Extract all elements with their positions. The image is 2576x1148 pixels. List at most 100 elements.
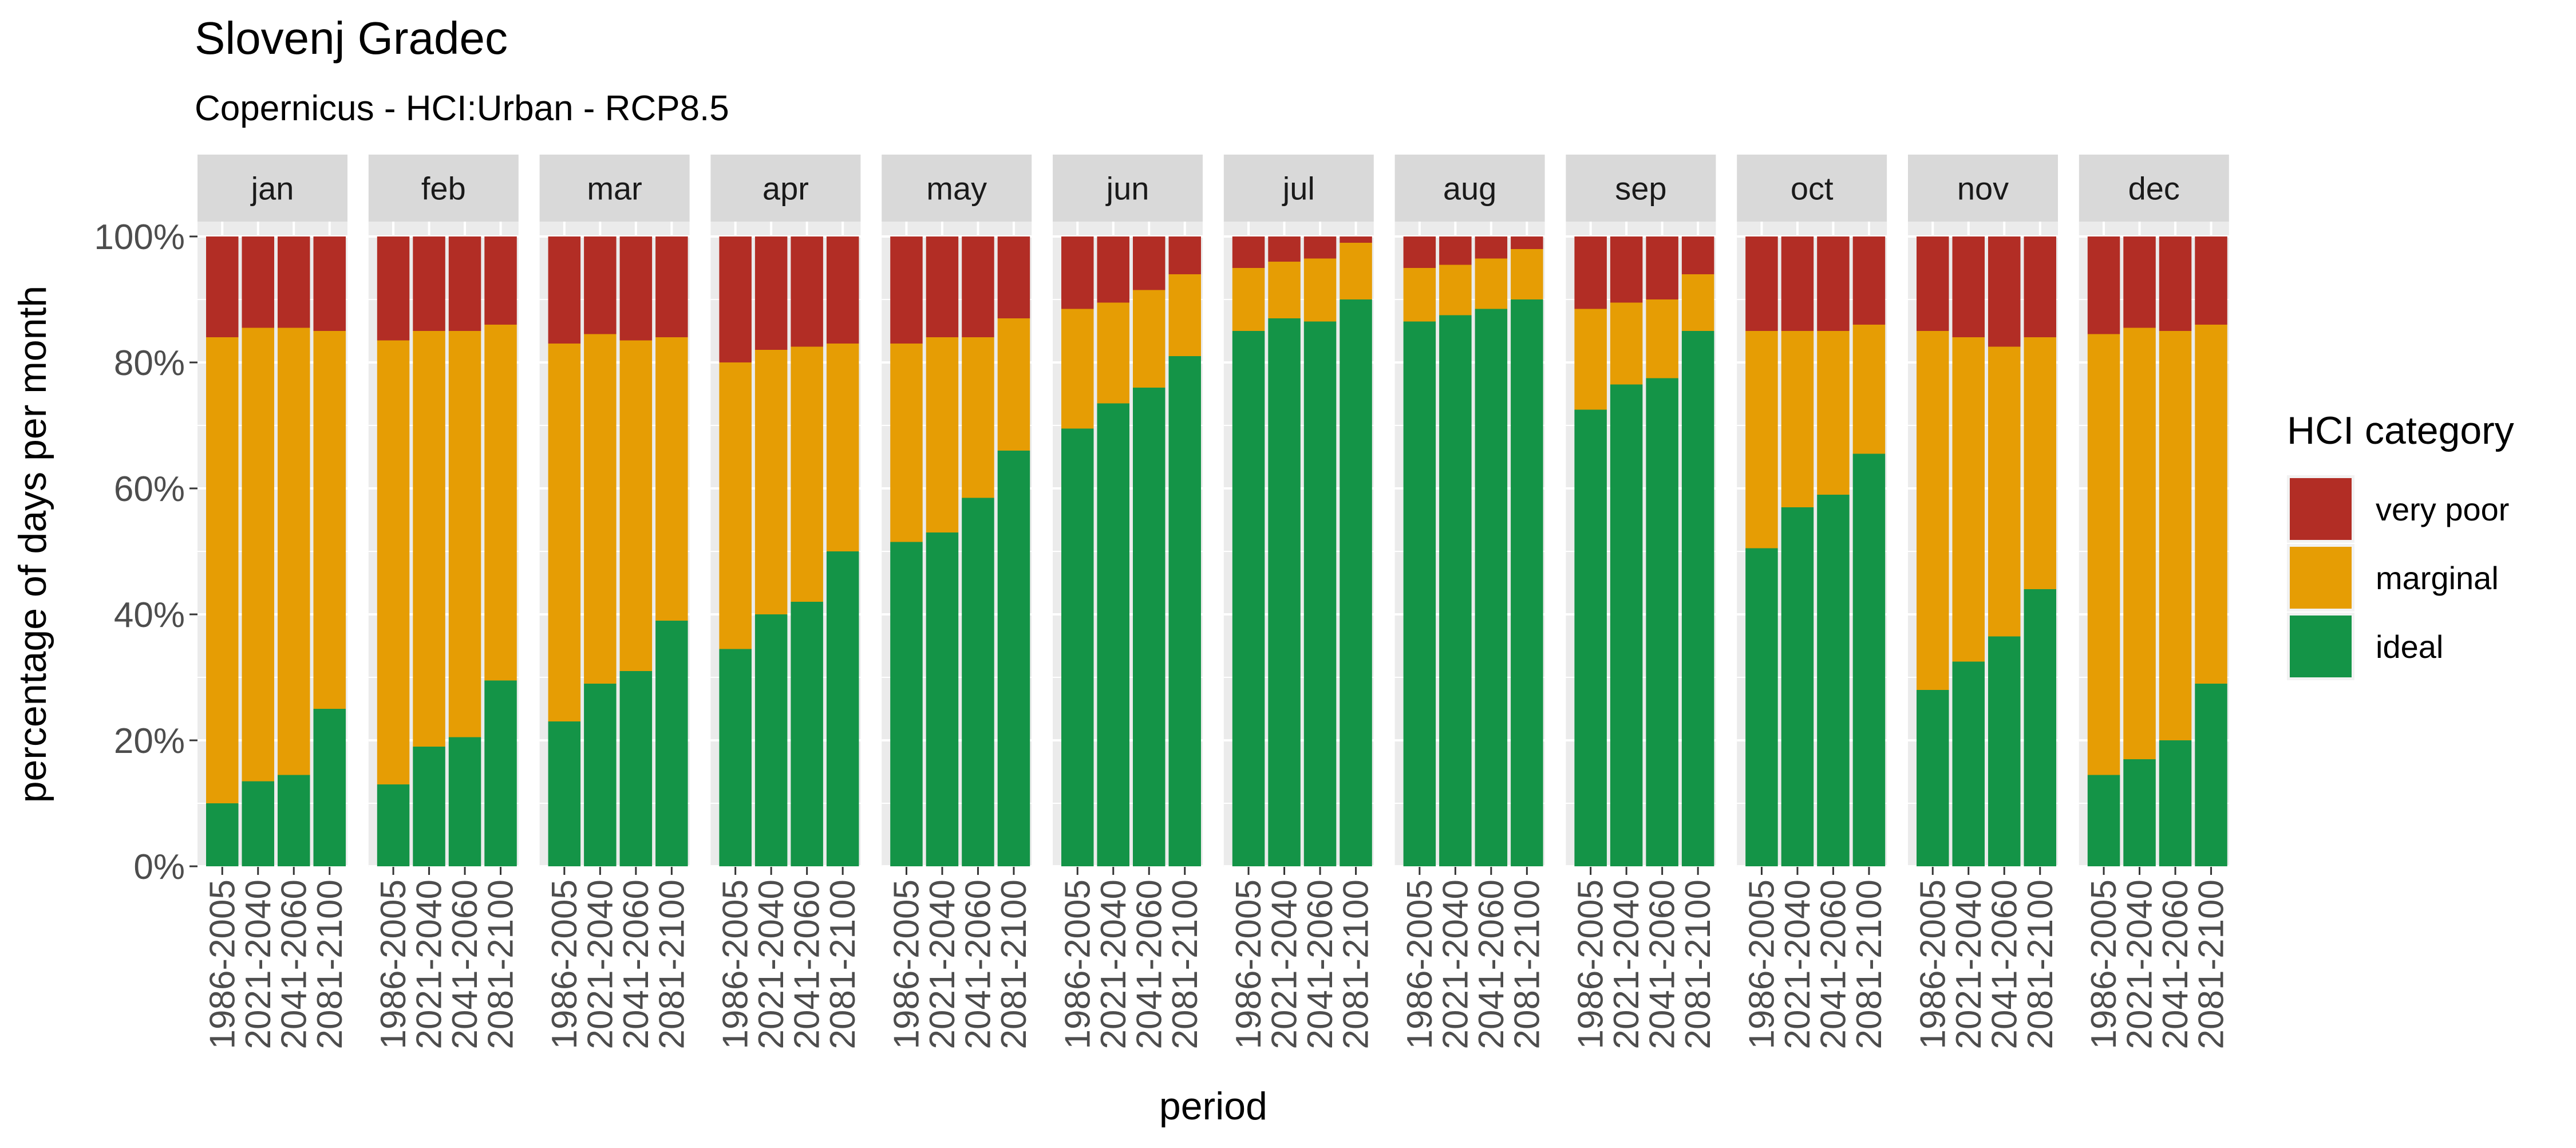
bar-marginal — [1917, 331, 1949, 690]
bar-ideal — [826, 551, 859, 866]
x-tick-label: 1986-2005 — [1742, 879, 1781, 1050]
bar-very-poor — [1097, 236, 1129, 303]
bar-ideal — [1681, 331, 1714, 866]
facet-strip-label: oct — [1791, 171, 1834, 207]
bar-marginal — [1232, 268, 1265, 331]
bar-very-poor — [1168, 236, 1201, 274]
bar-ideal — [1745, 548, 1778, 866]
bar-ideal — [1268, 318, 1301, 866]
bar-marginal — [1646, 299, 1678, 378]
bar-marginal — [1439, 265, 1472, 315]
bar-ideal — [1133, 388, 1165, 866]
bar-marginal — [926, 337, 959, 532]
y-tick-label: 0% — [133, 847, 185, 887]
bar-marginal — [584, 334, 617, 684]
x-tick-label: 1986-2005 — [1058, 879, 1097, 1050]
bar-very-poor — [1574, 236, 1607, 309]
bar-marginal — [1681, 274, 1714, 331]
bar-very-poor — [548, 236, 581, 344]
facet-strip-label: jun — [1105, 171, 1149, 207]
bar-marginal — [1988, 346, 2021, 637]
bar-ideal — [997, 451, 1030, 866]
chart-title: Slovenj Gradec — [195, 13, 508, 64]
legend: HCI category very poor marginal ideal — [2287, 409, 2514, 680]
x-tick-label: 2081-2100 — [2192, 879, 2231, 1050]
bar-ideal — [1439, 315, 1472, 866]
bar-ideal — [754, 614, 788, 866]
y-tick-label: 20% — [114, 721, 185, 761]
bar-very-poor — [791, 236, 823, 347]
x-tick-label: 2081-2100 — [481, 879, 521, 1050]
bar-very-poor — [1610, 236, 1643, 303]
facet-strip-label: apr — [762, 171, 809, 207]
bar-ideal — [278, 775, 310, 866]
x-tick-label: 1986-2005 — [887, 879, 926, 1050]
bar-very-poor — [997, 236, 1030, 318]
legend-title: HCI category — [2287, 409, 2514, 452]
bar-marginal — [791, 346, 823, 602]
bar-ideal — [1574, 409, 1607, 866]
x-tick-label: 1986-2005 — [1229, 879, 1269, 1050]
y-tick-label: 100% — [94, 218, 185, 257]
x-tick-label: 2081-2100 — [2021, 879, 2060, 1050]
bar-ideal — [1061, 428, 1094, 866]
bar-very-poor — [1646, 236, 1678, 299]
bar-marginal — [1168, 274, 1201, 356]
x-tick-label: 2041-2060 — [2156, 879, 2195, 1050]
bar-very-poor — [962, 236, 994, 337]
legend-label: ideal — [2376, 629, 2443, 665]
bar-ideal — [313, 709, 346, 866]
x-tick-label: 2081-2100 — [994, 879, 1034, 1050]
legend-entry: marginal — [2287, 544, 2499, 612]
x-tick-label: 2041-2060 — [617, 879, 656, 1050]
bar-marginal — [1061, 309, 1094, 429]
bar-very-poor — [484, 236, 517, 325]
bar-ideal — [484, 680, 517, 866]
bar-marginal — [1952, 337, 1985, 662]
bar-very-poor — [313, 236, 346, 331]
y-axis-title: percentage of days per month — [11, 286, 54, 803]
x-tick-label: 2021-2040 — [1607, 879, 1646, 1050]
x-tick-label: 2081-2100 — [1850, 879, 1889, 1050]
bar-very-poor — [1988, 236, 2021, 347]
bar-ideal — [2195, 684, 2227, 866]
bar-very-poor — [242, 236, 274, 328]
bar-marginal — [448, 331, 481, 737]
bar-ideal — [1340, 299, 1372, 866]
x-tick-label: 2021-2040 — [580, 879, 620, 1050]
x-tick-label: 2021-2040 — [239, 879, 278, 1050]
bar-ideal — [377, 784, 410, 866]
facet-strip — [2079, 155, 2229, 222]
x-tick-label: 2021-2040 — [1265, 879, 1305, 1050]
x-tick-label: 2041-2060 — [445, 879, 485, 1050]
bar-very-poor — [2195, 236, 2227, 325]
x-tick-label: 1986-2005 — [545, 879, 584, 1050]
facet-strip — [1566, 155, 1716, 222]
x-tick-label: 2081-2100 — [1165, 879, 1205, 1050]
x-tick-label: 2041-2060 — [274, 879, 314, 1050]
bar-marginal — [2024, 337, 2056, 589]
legend-entry: ideal — [2287, 613, 2443, 680]
x-tick-label: 2041-2060 — [788, 879, 827, 1050]
bar-very-poor — [584, 236, 617, 334]
bar-ideal — [2123, 759, 2156, 866]
bar-very-poor — [1475, 236, 1508, 259]
bar-very-poor — [826, 236, 859, 344]
y-axis: 0% 20% 40% 60% 80% 100% — [94, 218, 197, 887]
bar-ideal — [791, 602, 823, 866]
bar-marginal — [997, 318, 1030, 451]
bar-very-poor — [1403, 236, 1436, 268]
bar-marginal — [1574, 309, 1607, 410]
bar-marginal — [2195, 325, 2227, 684]
facet-strip-label: nov — [1957, 171, 2009, 207]
bar-marginal — [1745, 331, 1778, 549]
bar-marginal — [1781, 331, 1814, 507]
legend-label: marginal — [2376, 560, 2499, 596]
